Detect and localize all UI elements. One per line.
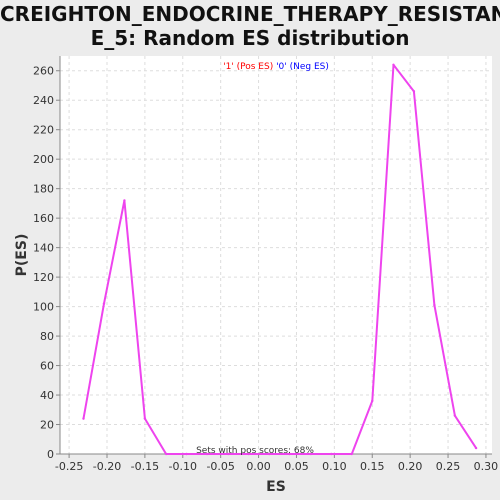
data-point	[102, 302, 106, 305]
series-line	[82, 63, 477, 455]
data-point	[371, 399, 374, 403]
pos-score-annotation: Sets with pos scores: 68%	[196, 446, 314, 456]
plot-area	[60, 56, 492, 454]
y-tick-label: 80	[40, 330, 54, 343]
data-point	[123, 199, 126, 202]
data-point	[453, 414, 457, 417]
x-tick-label: -0.20	[93, 460, 121, 473]
x-tick-label: 0.15	[360, 460, 385, 473]
x-tick-label: 0.20	[398, 460, 423, 473]
y-axis-ticks: 0 20 40 60 80 100 120 140 160 180 200 220 240 260	[33, 65, 60, 461]
data-point	[474, 446, 478, 450]
legend-entry: )	[270, 62, 276, 72]
x-tick-label: 0.30	[474, 460, 499, 473]
x-tick-label: 0.25	[436, 460, 461, 473]
x-tick-label: -0.25	[55, 460, 83, 473]
legend: '1' (Pos ES) '0' (Neg ES)	[223, 62, 329, 72]
series-group	[82, 63, 478, 456]
data-point	[309, 452, 313, 456]
data-point	[185, 452, 188, 456]
y-tick-label: 160	[33, 212, 54, 225]
y-tick-label: 180	[33, 183, 54, 196]
chart-title-line-1: CREIGHTON_ENDOCRINE_THERAPY_RESISTANC	[0, 2, 500, 26]
chart-title: CREIGHTON_ENDOCRINE_THERAPY_RESISTANC E_…	[0, 2, 500, 50]
x-tick-label: 0.00	[246, 460, 271, 473]
x-tick-label: -0.10	[169, 460, 197, 473]
y-tick-label: 140	[33, 242, 54, 255]
y-tick-label: 200	[33, 153, 54, 166]
y-tick-label: 60	[40, 360, 54, 373]
data-point	[164, 452, 168, 456]
x-tick-label: -0.15	[131, 460, 159, 473]
x-tick-label: -0.05	[206, 460, 234, 473]
data-point	[267, 452, 271, 456]
x-axis-ticks: -0.25 -0.20 -0.15 -0.10 -0.05 0.00 0.05 0.10 0.1…	[55, 454, 498, 473]
y-tick-label: 120	[33, 271, 54, 284]
y-axis-label: P(ES)	[14, 234, 30, 277]
data-point	[82, 417, 85, 420]
data-point	[227, 452, 230, 456]
data-point	[392, 63, 395, 67]
data-point	[205, 452, 209, 456]
y-tick-label: 240	[33, 94, 54, 107]
y-tick-label: 220	[33, 124, 54, 137]
y-tick-label: 0	[47, 448, 54, 461]
data-point	[350, 452, 353, 456]
y-tick-label: 40	[40, 389, 54, 402]
chart-title-line-2: E_5: Random ES distribution	[90, 26, 410, 50]
x-tick-label: 0.10	[322, 460, 347, 473]
data-point	[247, 452, 250, 456]
x-tick-label: 0.05	[284, 460, 309, 473]
legend-entry: Pos ES	[240, 62, 270, 72]
y-tick-label: 20	[40, 419, 54, 432]
data-point	[433, 303, 436, 307]
data-point	[288, 452, 291, 456]
y-tick-label: 260	[33, 65, 54, 78]
data-point	[143, 417, 147, 420]
legend-entry: '0' (Neg ES)	[276, 62, 329, 72]
x-axis-label: ES	[266, 479, 286, 495]
y-tick-label: 100	[33, 301, 54, 314]
data-point	[412, 90, 416, 93]
data-point	[330, 452, 333, 456]
legend-entry: '1' (	[223, 62, 240, 72]
